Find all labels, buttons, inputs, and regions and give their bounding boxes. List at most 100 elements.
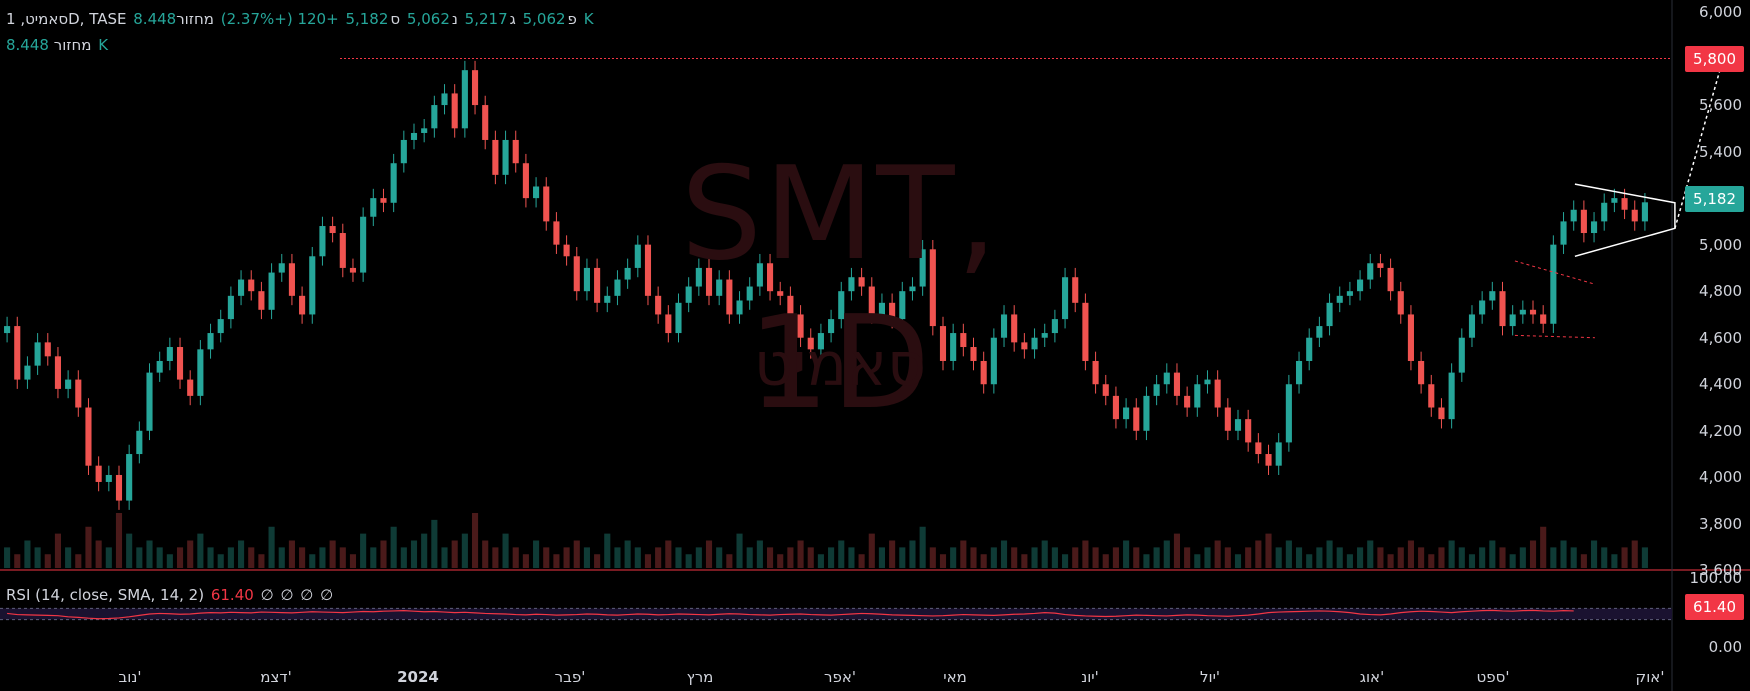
- volume-bar: [339, 547, 346, 568]
- y-tick-label: 3,800: [1699, 514, 1742, 533]
- candle-body: [1295, 360, 1303, 385]
- volume-bar: [14, 554, 21, 568]
- volume-bar: [217, 554, 224, 568]
- candle-body: [848, 277, 855, 292]
- candle-body: [1570, 209, 1577, 222]
- y-tick-label: 4,000: [1699, 468, 1742, 487]
- volume-bar: [1234, 554, 1242, 568]
- volume-bar: [777, 554, 784, 568]
- candle-body: [1092, 360, 1099, 385]
- volume-bar: [1428, 554, 1435, 568]
- candle-body: [1438, 407, 1445, 420]
- candle-body: [1621, 198, 1628, 210]
- candle-body: [817, 333, 824, 350]
- volume-bar: [1000, 540, 1008, 568]
- candle-body: [65, 379, 72, 389]
- volume-bar: [1468, 554, 1476, 568]
- symbol-title[interactable]: סאמיט, 1D, TASE: [6, 10, 127, 28]
- volume-bar: [410, 540, 418, 568]
- candle-body: [1245, 419, 1252, 443]
- volume-bar: [126, 533, 133, 568]
- x-tick-label: דצמ': [260, 668, 292, 686]
- volume-bar: [471, 513, 479, 568]
- volume-bar: [1163, 540, 1170, 568]
- y-tick-label: 4,400: [1699, 375, 1742, 394]
- volume-bar: [1529, 540, 1537, 568]
- volume-bar: [1204, 547, 1211, 568]
- rsi-legend[interactable]: RSI (14, close, SMA, 14, 2) 61.40 ∅ ∅ ∅ …: [6, 586, 335, 604]
- volume-bar: [817, 554, 824, 568]
- volume-bar: [441, 547, 448, 568]
- candle-body: [889, 302, 896, 320]
- candle-body: [553, 221, 560, 245]
- volume-bar: [105, 547, 112, 568]
- high-value: 5,217: [464, 10, 508, 28]
- volume-bar: [787, 547, 794, 568]
- volume-bar: [1489, 540, 1496, 568]
- volume-bar: [512, 547, 519, 568]
- volume-bar: [583, 547, 590, 568]
- candle-body: [146, 372, 153, 431]
- volume-bar: [461, 533, 468, 568]
- volume-bar: [85, 526, 92, 568]
- candle-body: [105, 474, 112, 482]
- candle-body: [1418, 360, 1425, 385]
- flag-top: [1514, 260, 1596, 285]
- x-tick-label: אפר': [824, 668, 856, 686]
- candle-body: [502, 139, 509, 175]
- candle-body: [1336, 295, 1343, 303]
- y-tick-label: 6,000: [1699, 3, 1742, 21]
- volume-bar: [146, 540, 153, 568]
- candle-body: [787, 295, 794, 315]
- candle-body: [1346, 291, 1353, 296]
- y-tick-label: 5,400: [1699, 142, 1742, 161]
- volume-bar: [858, 554, 865, 568]
- volume-bar: [75, 554, 82, 568]
- volume-bar: [1082, 540, 1089, 568]
- candle-body: [482, 105, 489, 140]
- volume-bar: [1458, 547, 1465, 568]
- candle-body: [522, 163, 529, 199]
- candle-body: [1214, 379, 1221, 408]
- rsi-na-2: ∅: [280, 586, 294, 604]
- candle-body: [828, 319, 835, 334]
- candle-body: [1428, 384, 1435, 408]
- volume-bar: [1224, 547, 1231, 568]
- volume-bar: [1295, 547, 1303, 568]
- candle-body: [1265, 454, 1272, 466]
- candle-body: [777, 291, 784, 296]
- volume-bar: [939, 554, 947, 568]
- volume-bar: [4, 547, 11, 568]
- x-tick-label: פבר': [554, 668, 586, 686]
- last-price-badge: 5,182: [1685, 186, 1744, 212]
- candle-body: [1590, 221, 1598, 234]
- candle-body: [868, 286, 875, 315]
- candle-body: [126, 454, 133, 501]
- candle-body: [675, 302, 682, 334]
- candle-body: [1499, 291, 1506, 327]
- volume-bar: [238, 540, 245, 568]
- candle-body: [492, 139, 499, 175]
- volume-bar: [421, 533, 428, 568]
- candle-body: [268, 272, 275, 310]
- volume-bar: [1631, 540, 1638, 568]
- volume-legend[interactable]: מחזור 8.448 K: [6, 36, 110, 54]
- volume-bar: [838, 540, 845, 568]
- volume-bar: [960, 540, 967, 568]
- candle-body: [1468, 314, 1476, 338]
- candle-body: [1357, 279, 1364, 292]
- candle-body: [726, 279, 733, 315]
- volume-bar: [1601, 547, 1608, 568]
- candle-body: [980, 360, 987, 385]
- x-tick-label: אוג': [1359, 668, 1385, 686]
- candle-body: [838, 291, 845, 320]
- candle-body: [370, 198, 377, 217]
- candle-body: [258, 291, 265, 310]
- close-label: ס: [390, 10, 401, 28]
- volume-bar: [1102, 554, 1109, 568]
- rsi-na-4: ∅: [320, 586, 334, 604]
- candle-body: [1377, 263, 1384, 268]
- candle-body: [1011, 314, 1018, 343]
- volume-bar: [533, 540, 540, 568]
